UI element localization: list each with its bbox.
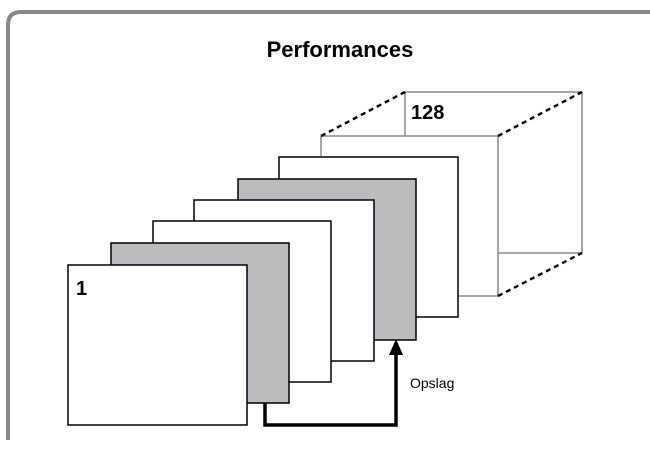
card-stack: 1 — [67, 156, 459, 426]
last-number-label: 128 — [411, 102, 444, 124]
first-number-label: 1 — [76, 278, 87, 300]
lookup-arrow: Opslag — [263, 339, 454, 427]
arrow-line — [263, 351, 398, 427]
cube-dashed-edge — [497, 251, 583, 298]
frame-border — [6, 10, 650, 440]
cube-dashed-edge — [320, 90, 406, 138]
arrow-head-icon — [389, 339, 403, 355]
card-1 — [67, 264, 248, 426]
cube-dashed-edge — [497, 90, 583, 138]
diagram-title: Performances — [267, 37, 414, 62]
cube-back-solid-edges — [404, 92, 499, 296]
back-cube: 128 — [320, 90, 583, 298]
arrow-label: Opslag — [410, 375, 454, 391]
